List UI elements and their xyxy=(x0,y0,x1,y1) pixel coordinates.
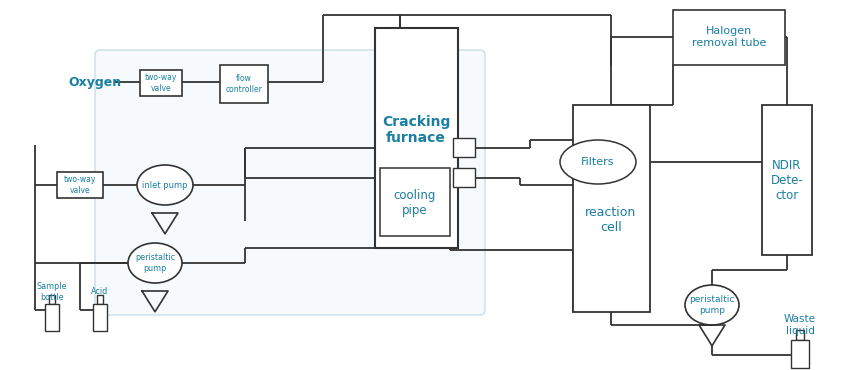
Bar xyxy=(762,105,812,255)
Bar xyxy=(220,65,268,103)
Bar xyxy=(791,340,809,368)
Text: Acid: Acid xyxy=(92,287,109,296)
Bar xyxy=(796,330,804,340)
Bar xyxy=(49,295,55,304)
Ellipse shape xyxy=(137,165,193,205)
Bar xyxy=(453,168,475,187)
Bar xyxy=(573,105,650,312)
Text: peristaltic
pump: peristaltic pump xyxy=(689,295,734,315)
Bar xyxy=(140,70,182,96)
Bar xyxy=(97,295,103,304)
Text: two-way
valve: two-way valve xyxy=(63,175,96,195)
Bar xyxy=(45,304,59,331)
Text: Halogen
removal tube: Halogen removal tube xyxy=(692,26,766,48)
Text: cooling
pipe: cooling pipe xyxy=(394,189,436,217)
Bar xyxy=(375,28,458,248)
Ellipse shape xyxy=(560,140,636,184)
FancyBboxPatch shape xyxy=(95,50,485,315)
Bar xyxy=(93,304,107,331)
Text: Filters: Filters xyxy=(581,157,614,167)
Bar xyxy=(453,138,475,157)
Text: reaction
cell: reaction cell xyxy=(585,206,637,234)
Text: Sample
bottle: Sample bottle xyxy=(37,282,67,302)
Text: inlet pump: inlet pump xyxy=(142,181,188,189)
Bar xyxy=(673,10,785,65)
Text: NDIR
Dete-
ctor: NDIR Dete- ctor xyxy=(770,158,803,202)
Ellipse shape xyxy=(128,243,182,283)
Bar xyxy=(57,172,103,198)
Text: Waste
liquid: Waste liquid xyxy=(784,314,816,336)
Text: Oxygen: Oxygen xyxy=(68,75,121,88)
Ellipse shape xyxy=(685,285,739,325)
Text: peristaltic
pump: peristaltic pump xyxy=(135,253,175,273)
Text: Cracking
furnace: Cracking furnace xyxy=(382,115,450,145)
Bar xyxy=(380,168,450,236)
Text: two-way
valve: two-way valve xyxy=(145,73,177,93)
Text: flow
controller: flow controller xyxy=(225,74,262,94)
